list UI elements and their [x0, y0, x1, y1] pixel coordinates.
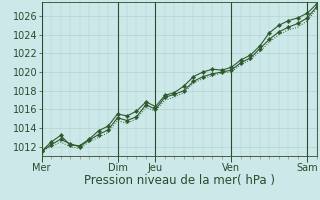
X-axis label: Pression niveau de la mer( hPa ): Pression niveau de la mer( hPa ): [84, 174, 275, 187]
